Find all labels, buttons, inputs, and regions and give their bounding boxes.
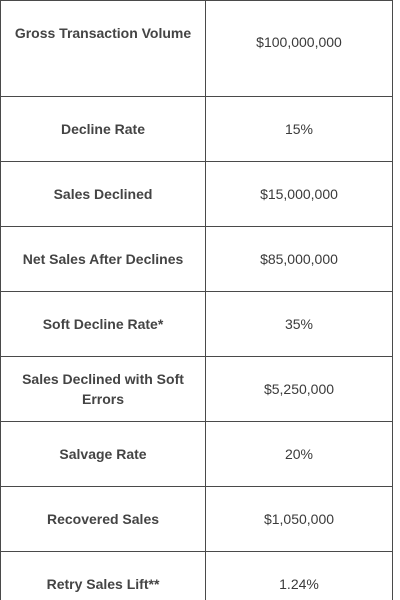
row-value: $100,000,000 xyxy=(205,0,393,97)
row-label: Recovered Sales xyxy=(0,486,206,552)
row-label: Net Sales After Declines xyxy=(0,226,206,292)
row-label: Salvage Rate xyxy=(0,421,206,487)
row-label: Gross Transaction Volume xyxy=(0,0,206,97)
row-value: $15,000,000 xyxy=(205,161,393,227)
table-row: Decline Rate 15% xyxy=(0,96,393,162)
row-value: 20% xyxy=(205,421,393,487)
row-value: $85,000,000 xyxy=(205,226,393,292)
row-label: Decline Rate xyxy=(0,96,206,162)
row-value: $1,050,000 xyxy=(205,486,393,552)
row-label: Retry Sales Lift** xyxy=(0,551,206,600)
table-row: Recovered Sales $1,050,000 xyxy=(0,486,393,552)
table-row: Gross Transaction Volume $100,000,000 xyxy=(0,0,393,97)
row-value: 35% xyxy=(205,291,393,357)
table-row: Sales Declined $15,000,000 xyxy=(0,161,393,227)
table-row: Salvage Rate 20% xyxy=(0,421,393,487)
table-row: Retry Sales Lift** 1.24% xyxy=(0,551,393,600)
row-label: Sales Declined xyxy=(0,161,206,227)
row-value: 1.24% xyxy=(205,551,393,600)
table-row: Net Sales After Declines $85,000,000 xyxy=(0,226,393,292)
table-row: Sales Declined with Soft Errors $5,250,0… xyxy=(0,356,393,422)
row-label: Soft Decline Rate* xyxy=(0,291,206,357)
row-label: Sales Declined with Soft Errors xyxy=(0,356,206,422)
table-row: Soft Decline Rate* 35% xyxy=(0,291,393,357)
row-value: 15% xyxy=(205,96,393,162)
row-value: $5,250,000 xyxy=(205,356,393,422)
